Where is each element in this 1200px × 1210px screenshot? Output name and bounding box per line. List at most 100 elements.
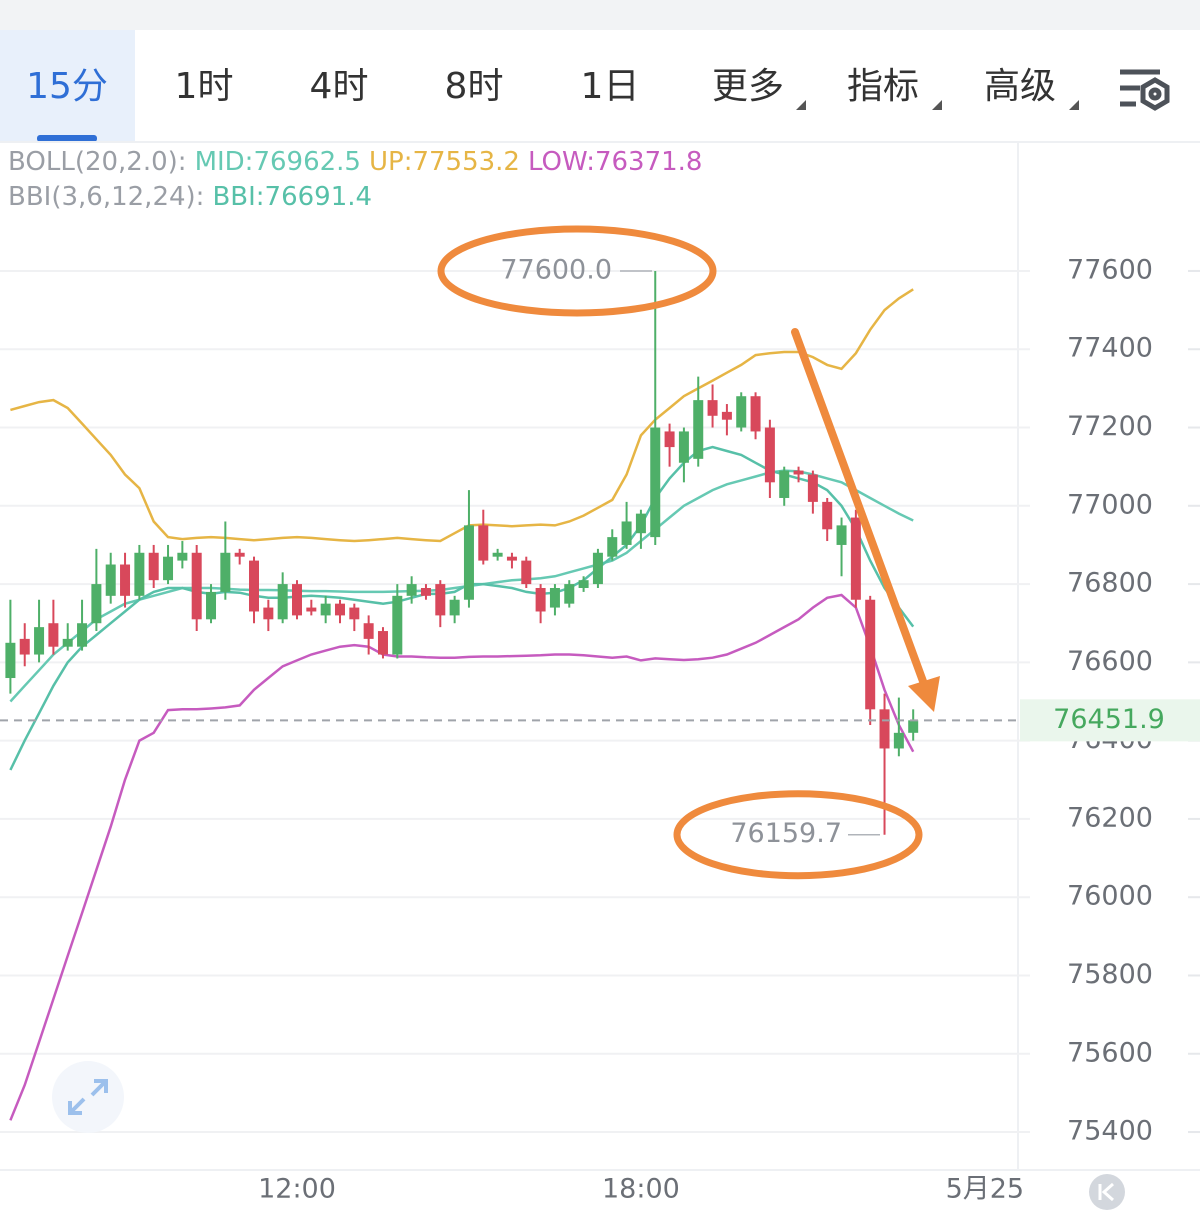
legend-label: BOLL(20,2.0): [8, 147, 187, 177]
dropdown-caret [1069, 100, 1079, 110]
candle-body [320, 603, 331, 616]
candle-body [306, 607, 317, 612]
candle-body [91, 584, 102, 624]
tab[interactable]: 4时 [310, 66, 369, 107]
candle-body [120, 564, 131, 596]
last-price-tag [1020, 699, 1200, 742]
indicator-line [9, 593, 915, 1121]
candle-body [506, 556, 517, 561]
candle-body [635, 513, 646, 534]
y-tick-label: 77000 [1067, 489, 1153, 520]
legend-value: 77553.2 [412, 147, 520, 177]
x-tick-label: 12:00 [258, 1174, 336, 1205]
latest-bg [1089, 1174, 1125, 1210]
tab[interactable]: 指标 [847, 66, 919, 107]
legend-value: 76691.4 [265, 182, 373, 212]
candle-body [893, 732, 904, 749]
candle-body [793, 470, 804, 475]
candle-body [908, 720, 919, 733]
expand-icon [68, 1079, 108, 1115]
max-label: 77600.0 [500, 254, 612, 285]
candle-body [564, 584, 575, 604]
trend-arrow [791, 328, 940, 712]
active-tab-indicator [37, 135, 97, 142]
tab[interactable]: 高级 [984, 66, 1056, 107]
candle-body [77, 623, 88, 647]
candle-body [879, 709, 890, 749]
candle-body [5, 642, 16, 679]
tab[interactable]: 1时 [175, 66, 234, 107]
legend-name: MID: [195, 147, 254, 177]
legend-bbi: BBI(3,6,12,24): BBI:76691.4 [8, 182, 372, 212]
candle-body [148, 552, 159, 581]
candle-body [435, 584, 446, 616]
candle-body [392, 595, 403, 655]
candle-body [220, 552, 231, 592]
candle-body [578, 580, 589, 588]
candle-body [607, 537, 618, 557]
expand-bg [52, 1061, 124, 1133]
legend-name: LOW: [528, 147, 595, 177]
candle-body [664, 431, 675, 448]
candle-body [292, 584, 302, 616]
y-tick-label: 76800 [1067, 568, 1153, 599]
tab[interactable]: 更多 [712, 66, 784, 107]
candle-body [363, 623, 374, 639]
annotations: 76451.9 77600.0 76159.7 [0, 225, 1200, 880]
legend-name: UP: [369, 147, 412, 177]
indicator-line [9, 445, 915, 771]
candle-body [263, 607, 274, 620]
candle-body [621, 521, 632, 545]
tab-bar [0, 30, 1200, 142]
icon-dot [1148, 87, 1162, 101]
candle-body [34, 627, 45, 655]
candle-body [764, 427, 775, 483]
tab[interactable]: 15分 [26, 66, 108, 107]
y-tick-label: 75400 [1067, 1116, 1153, 1147]
min-label: 76159.7 [730, 818, 842, 849]
candle-body [134, 552, 145, 596]
icon-hex [1140, 77, 1170, 111]
highlight-ellipse [673, 790, 923, 880]
settings-button[interactable] [1120, 69, 1170, 111]
candle-body [105, 564, 116, 596]
y-tick-label: 77400 [1067, 333, 1153, 364]
indicator-line [10, 288, 914, 543]
candle-body [836, 525, 847, 545]
expand-button[interactable] [52, 1061, 124, 1133]
highlight-ellipse [437, 225, 717, 317]
candle-body [549, 587, 560, 608]
y-tick-label: 76600 [1067, 646, 1153, 677]
dropdown-caret [796, 100, 806, 110]
candle-body [865, 599, 876, 710]
latest-button[interactable] [1089, 1174, 1125, 1210]
candle-body [19, 638, 30, 655]
candle-body [191, 552, 202, 620]
dropdown-caret [932, 100, 942, 110]
candles [5, 270, 919, 835]
candle-body [521, 560, 532, 585]
tab[interactable]: 8时 [445, 66, 504, 107]
candle-body [377, 631, 388, 655]
candle-body [406, 584, 417, 596]
candle-body [177, 552, 188, 561]
candle-body [492, 552, 503, 557]
candle-body [249, 560, 260, 612]
status-strip [0, 0, 1200, 30]
candle-body [850, 517, 861, 600]
candle-body [707, 400, 718, 416]
candle-body [650, 427, 661, 538]
candle-body [206, 591, 217, 620]
candle-body [163, 556, 174, 581]
candle-body [463, 525, 474, 600]
y-tick-label: 75800 [1067, 959, 1153, 990]
candle-body [535, 587, 546, 612]
candle-body [822, 501, 833, 530]
tab[interactable]: 1日 [581, 66, 640, 107]
candle-body [334, 603, 345, 616]
arrow-shaft [791, 328, 928, 688]
latest-icon [1098, 1182, 1114, 1202]
legend-name: BBI: [212, 182, 264, 212]
x-tick-label: 18:00 [602, 1174, 680, 1205]
